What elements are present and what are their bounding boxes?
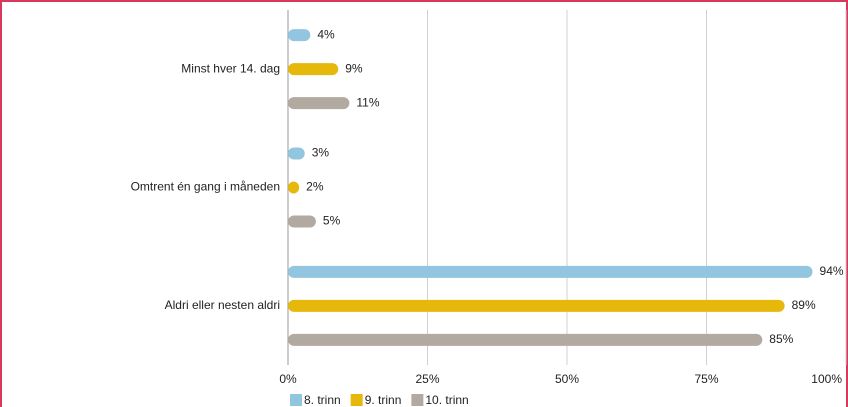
legend-label: 10. trinn bbox=[425, 393, 468, 407]
x-tick-label: 50% bbox=[555, 372, 579, 386]
x-tick-label: 100% bbox=[811, 372, 842, 386]
bar bbox=[288, 215, 316, 228]
bar bbox=[288, 29, 311, 42]
bar bbox=[288, 265, 813, 278]
bar bbox=[288, 97, 350, 110]
bar bbox=[288, 147, 305, 160]
legend-label: 9. trinn bbox=[365, 393, 402, 407]
legend-swatch bbox=[350, 394, 363, 406]
legend-swatch bbox=[290, 394, 302, 406]
category-label: Minst hver 14. dag bbox=[181, 61, 280, 75]
x-tick-label: 0% bbox=[279, 372, 297, 386]
value-label: 2% bbox=[306, 180, 324, 194]
x-tick-label: 75% bbox=[694, 372, 718, 386]
value-label: 3% bbox=[312, 146, 330, 160]
value-label: 89% bbox=[792, 298, 816, 312]
legend-label: 8. trinn bbox=[304, 393, 341, 407]
category-label: Omtrent én gang i måneden bbox=[131, 180, 280, 194]
bar bbox=[288, 181, 300, 194]
value-label: 9% bbox=[345, 61, 363, 75]
value-label: 94% bbox=[820, 264, 844, 278]
category-label: Aldri eller nesten aldri bbox=[165, 298, 280, 312]
bar bbox=[288, 299, 785, 312]
value-label: 4% bbox=[317, 27, 335, 41]
bar bbox=[288, 333, 763, 346]
bar bbox=[288, 63, 339, 76]
value-label: 5% bbox=[323, 214, 341, 228]
value-label: 85% bbox=[769, 332, 793, 346]
x-tick-label: 25% bbox=[415, 372, 439, 386]
legend-swatch bbox=[411, 394, 424, 406]
value-label: 11% bbox=[356, 95, 379, 109]
